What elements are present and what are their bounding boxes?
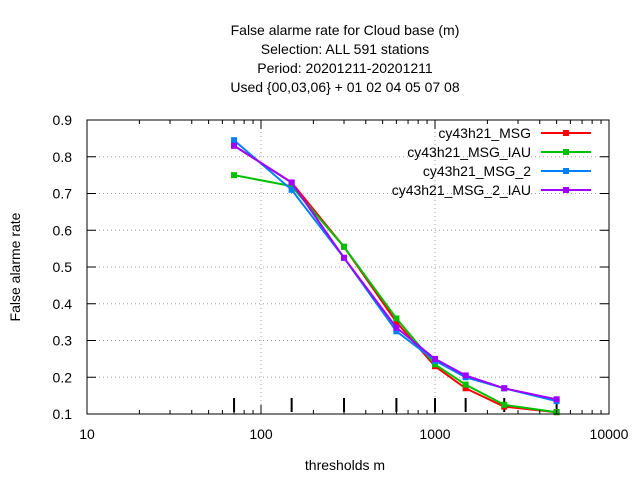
title-line: False alarme rate for Cloud base (m) xyxy=(231,22,460,38)
y-tick-label: 0.4 xyxy=(53,296,73,312)
legend: cy43h21_MSG cy43h21_MSG_IAU cy43h21_MSG_2c… xyxy=(392,125,591,198)
legend-marker xyxy=(563,187,569,193)
y-tick-label: 0.1 xyxy=(53,406,73,422)
y-tick-label: 0.9 xyxy=(53,112,73,128)
y-axis-label: False alarme rate xyxy=(7,212,23,321)
title-line: Used {00,03,06} + 01 02 04 05 07 08 xyxy=(230,79,459,95)
series-point-cy43h21_MSG xyxy=(393,319,400,326)
y-tick-label: 0.8 xyxy=(53,149,73,165)
series-point-cy43h21_MSG_IAU xyxy=(231,172,238,179)
y-tick-label: 0.3 xyxy=(53,333,73,349)
series-point-cy43h21_MSG_2 xyxy=(231,137,238,144)
title-line: Selection: ALL 591 stations xyxy=(261,41,429,57)
series-point-cy43h21_MSG_2_IAU xyxy=(288,179,295,186)
series-point-cy43h21_MSG_2 xyxy=(288,186,295,193)
series-line-cy43h21_MSG_2 xyxy=(233,139,557,403)
series-point-cy43h21_MSG_2_IAU xyxy=(462,372,469,379)
legend-marker xyxy=(563,130,569,136)
title-line: Period: 20201211-20201211 xyxy=(257,60,433,76)
x-tick-label: 100 xyxy=(249,426,273,442)
series-point-cy43h21_MSG_2_IAU xyxy=(393,324,400,331)
series-point-cy43h21_MSG_IAU xyxy=(432,361,438,368)
series-line-cy43h21_MSG_IAU xyxy=(233,174,557,414)
series-point-cy43h21_MSG xyxy=(462,385,469,392)
series-point-cy43h21_MSG_2_IAU xyxy=(553,396,560,403)
series-point-cy43h21_MSG_IAU xyxy=(393,315,400,322)
legend-marker xyxy=(563,149,569,155)
legend-label: cy43h21_MSG_2 xyxy=(423,163,531,179)
legend-marker xyxy=(563,168,569,174)
series-point-cy43h21_MSG_2_IAU xyxy=(341,254,348,261)
series-point-cy43h21_MSG_2_IAU xyxy=(231,142,238,149)
y-tick-label: 0.6 xyxy=(53,222,73,238)
series-point-cy43h21_MSG_IAU xyxy=(501,401,508,408)
series-line-cy43h21_MSG_2_IAU xyxy=(233,144,557,401)
legend-label: cy43h21_MSG_2_IAU xyxy=(392,182,531,198)
y-tick-label: 0.5 xyxy=(53,259,73,275)
series-point-cy43h21_MSG_IAU xyxy=(341,243,348,250)
x-tick-label: 1000 xyxy=(419,426,450,442)
series-point-cy43h21_MSG_2_IAU xyxy=(432,355,438,362)
x-tick-label: 10000 xyxy=(590,426,629,442)
legend-label: cy43h21_MSG xyxy=(438,125,531,141)
chart-title: False alarme rate for Cloud base (m) Sele… xyxy=(230,22,459,95)
series-point-cy43h21_MSG_2 xyxy=(393,328,400,335)
series-group xyxy=(231,137,560,416)
axis-ticks: 10 100 1000 10000 0.1 0.2 0.3 0.4 0.5 0.6 0.7 0.8 0.… xyxy=(53,112,629,442)
series-point-cy43h21_MSG_IAU xyxy=(462,381,469,388)
y-tick-label: 0.7 xyxy=(53,186,73,202)
series-point-cy43h21_MSG_IAU xyxy=(288,183,295,190)
legend-label: cy43h21_MSG_IAU xyxy=(407,144,531,160)
series-point-cy43h21_MSG_2_IAU xyxy=(501,385,508,392)
x-axis-label: thresholds m xyxy=(305,457,385,473)
x-tick-label: 10 xyxy=(79,426,95,442)
y-tick-label: 0.2 xyxy=(53,369,73,385)
